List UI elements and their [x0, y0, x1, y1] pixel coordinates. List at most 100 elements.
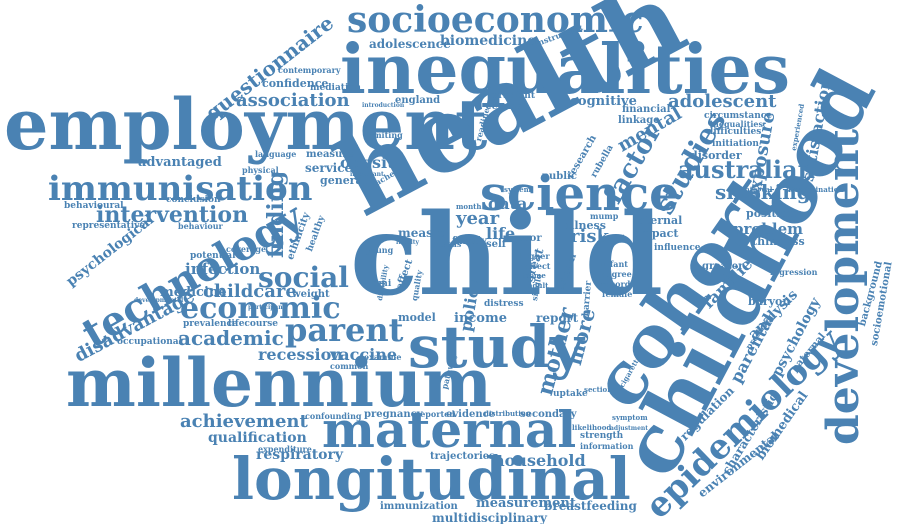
word-disorder: disorder [690, 149, 742, 162]
word-conclusion: conclusion [166, 195, 221, 205]
word-month: month [456, 202, 482, 211]
word-income: income [454, 311, 508, 326]
word-reported: reported [416, 409, 455, 419]
word-interval: interval [742, 185, 773, 194]
word-medicine: medicine [160, 285, 227, 300]
word-prevalence: prevalence [183, 319, 238, 329]
word-contemporary: contemporary [278, 65, 341, 75]
word-employment: employment [4, 83, 488, 166]
word-adult: adult [528, 281, 549, 290]
word-report: report [536, 311, 579, 325]
word-mediation: mediation [310, 83, 361, 93]
word-pregnancy: pregnancy [364, 409, 423, 420]
word-behaviour: behaviour [178, 221, 223, 231]
word-measle: measle [398, 226, 446, 240]
word-weight: weight [292, 289, 330, 300]
word-academic: academic [178, 326, 284, 350]
word-uptake: uptake [553, 389, 588, 399]
word-risk: risk [570, 226, 609, 247]
word-language: language [255, 149, 297, 159]
word-developmental: developmental [134, 297, 184, 304]
word-difficulties: difficulties [707, 127, 762, 137]
word-evidence: evidence [446, 409, 496, 420]
word-service: service [305, 161, 353, 175]
word-introduction: introduction [362, 102, 405, 109]
word-gradient: gradient [492, 91, 536, 101]
word-higher: higher [520, 251, 550, 261]
word-social: social [258, 261, 349, 294]
word-lifecourse: lifecourse [228, 319, 278, 329]
word-self: self [486, 239, 507, 250]
word-parent: parent [285, 311, 404, 349]
word-distress: distress [484, 299, 524, 309]
word-distribution: distribution [484, 409, 531, 418]
word-height: height [600, 233, 626, 242]
word-year: year [456, 208, 500, 229]
word-economic: economic [180, 291, 341, 326]
word-degree: degree [601, 269, 632, 279]
word-circumstance: circumstance [704, 111, 772, 121]
word-strength: strength [580, 431, 624, 441]
word-maternal: maternal [322, 400, 577, 459]
word-position: position [746, 207, 796, 220]
word-adolescent: adolescent [668, 91, 777, 112]
word-immunization: immunization [380, 501, 458, 512]
word-thinness: thinness [752, 235, 805, 248]
word-vaccine: vaccine [330, 345, 398, 364]
word-longitudinal: longitudinal [232, 445, 631, 513]
word-england: england [395, 95, 441, 106]
word-secondary: secondary [520, 409, 577, 420]
word-science: science [480, 166, 680, 222]
word-breastfeeding: breastfeeding [544, 499, 637, 513]
word-mump: mump [590, 211, 619, 221]
word-advantaged: advantaged [138, 155, 222, 170]
word-record: record [601, 279, 631, 289]
word-symptom: symptom [612, 413, 648, 422]
word-examine: examine [364, 352, 402, 362]
word-behavioural: behavioural [64, 201, 124, 211]
word-internal: internal [633, 214, 683, 227]
word-socioeconomic: socioeconomic [347, 0, 644, 41]
word-respiratory: respiratory [256, 447, 344, 463]
word-child: child [350, 190, 664, 321]
word-millennium: millennium [66, 344, 492, 422]
word-smoking: smoking [715, 180, 811, 204]
word-life: life [486, 224, 516, 243]
word-association: association [236, 90, 350, 111]
word-potential: potential [190, 251, 236, 261]
word-achievement: achievement [180, 411, 308, 432]
word-baryon: baryon [748, 295, 791, 308]
word-occupational: occupational [117, 337, 183, 347]
word-impact: impact [636, 227, 679, 240]
word-obesity: obesity [340, 153, 404, 172]
word-bmi: bmi [372, 279, 392, 289]
word-common: common [330, 361, 369, 371]
word-finding: finding [263, 170, 289, 258]
word-expenditure: expenditure [258, 444, 312, 454]
word-eczema: eczema [486, 102, 524, 112]
word-limiting: limiting [367, 130, 403, 140]
word-status: status [434, 239, 462, 249]
word-initiation: initiation [712, 139, 759, 149]
word-infant: infant [601, 259, 628, 269]
word-participant: participant [248, 304, 286, 311]
word-greater: greater [702, 261, 744, 272]
word-australian: australian [678, 155, 816, 184]
word-inequalities: inequalities [340, 30, 791, 110]
word-measure: measure [306, 149, 354, 160]
word-general: general [320, 174, 367, 187]
word-data: data [488, 194, 528, 213]
word-adjustment: adjustment [610, 425, 649, 432]
word-coverage: coverage [226, 244, 267, 254]
word-system: system [504, 185, 532, 194]
word-study: study [408, 313, 584, 381]
word-young: young [366, 245, 394, 255]
word-faculty: faculty [396, 239, 420, 246]
word-discrimination: discrimination [786, 185, 844, 194]
word-infection: infection [185, 260, 261, 278]
word-poor: poor [516, 233, 542, 244]
word-female: female [602, 289, 633, 299]
word-immunisation: immunisation [48, 169, 313, 209]
word-direct: direct [524, 261, 551, 271]
word-multidisciplinary: multidisciplinary [432, 511, 547, 524]
